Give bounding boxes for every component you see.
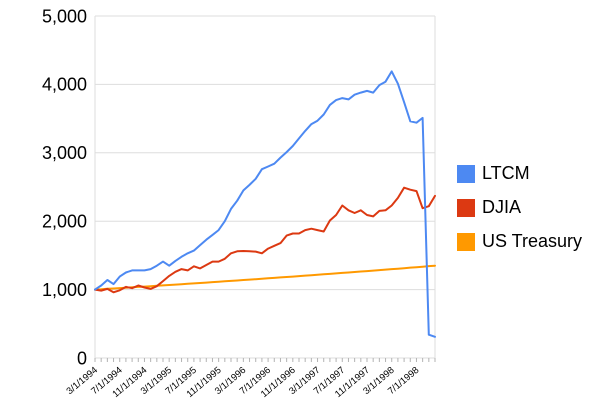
legend-item-ltcm: LTCM bbox=[457, 163, 582, 184]
y-axis-label: 1,000 bbox=[42, 280, 87, 300]
legend-label-ltcm: LTCM bbox=[482, 163, 530, 183]
y-axis-label: 2,000 bbox=[42, 212, 87, 232]
legend-swatch-djia bbox=[457, 198, 475, 217]
legend-swatch-ltcm bbox=[457, 164, 475, 183]
legend-swatch-us-treasury bbox=[457, 232, 475, 251]
y-axis-label: 4,000 bbox=[42, 75, 87, 95]
y-axis-label: 5,000 bbox=[42, 6, 87, 26]
series-line-djia bbox=[94, 186, 436, 294]
y-axis-label: 0 bbox=[77, 348, 87, 368]
legend-item-us-treasury: US Treasury bbox=[457, 231, 582, 252]
legend-label-us-treasury: US Treasury bbox=[482, 231, 583, 251]
series-line-ltcm bbox=[94, 70, 436, 338]
y-axis-label: 3,000 bbox=[42, 143, 87, 163]
legend-item-djia: DJIA bbox=[457, 197, 582, 218]
legend: LTCM DJIA US Treasury bbox=[457, 163, 582, 252]
legend-label-djia: DJIA bbox=[482, 197, 522, 217]
series-line-us-treasury bbox=[94, 264, 436, 291]
